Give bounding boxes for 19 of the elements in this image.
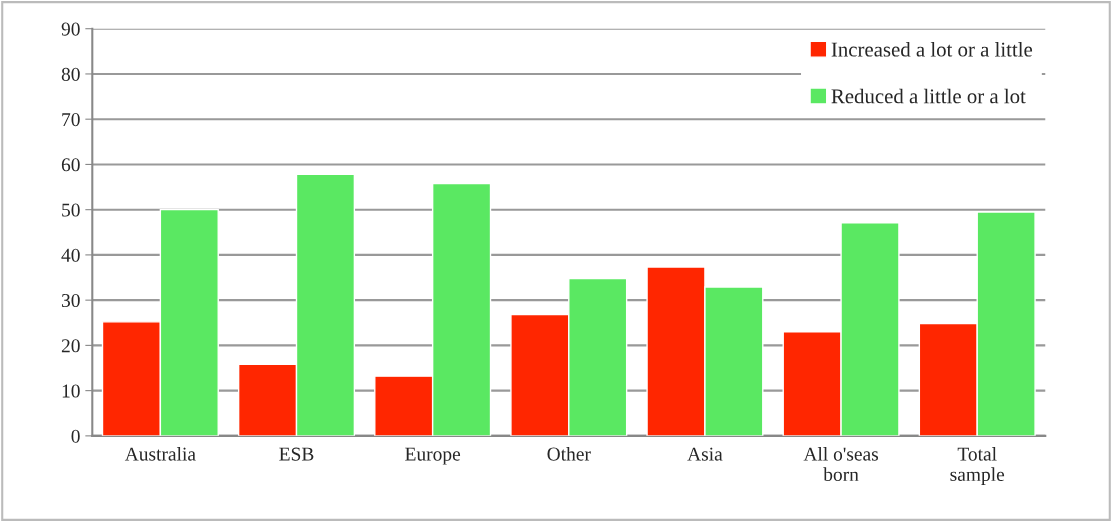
x-tick-label: Other	[547, 446, 591, 461]
y-tick-label: 60	[61, 158, 80, 172]
y-tick-label: 10	[62, 384, 80, 398]
legend-label: Reduced a little or a lot	[831, 88, 1026, 104]
y-tick-label: 80	[61, 67, 80, 81]
x-tick-label: Total sample	[950, 446, 1005, 485]
legend-label: Increased a lot or a little	[831, 41, 1033, 57]
y-tick-label: 0	[71, 429, 80, 443]
x-tick-label: All o'seas born	[803, 446, 879, 481]
x-tick-label: Europe	[405, 447, 461, 465]
y-tick-label: 40	[61, 248, 80, 262]
y-tick-label: 90	[61, 22, 80, 36]
y-tick-label: 70	[62, 113, 80, 127]
y-tick-label: 50	[62, 203, 80, 217]
x-tick-label: Australia	[124, 446, 196, 461]
x-tick-label: ESB	[279, 447, 314, 461]
y-tick-label: 30	[61, 293, 80, 308]
y-tick-label: 20	[61, 339, 80, 353]
x-tick-label: Asia	[687, 447, 723, 461]
